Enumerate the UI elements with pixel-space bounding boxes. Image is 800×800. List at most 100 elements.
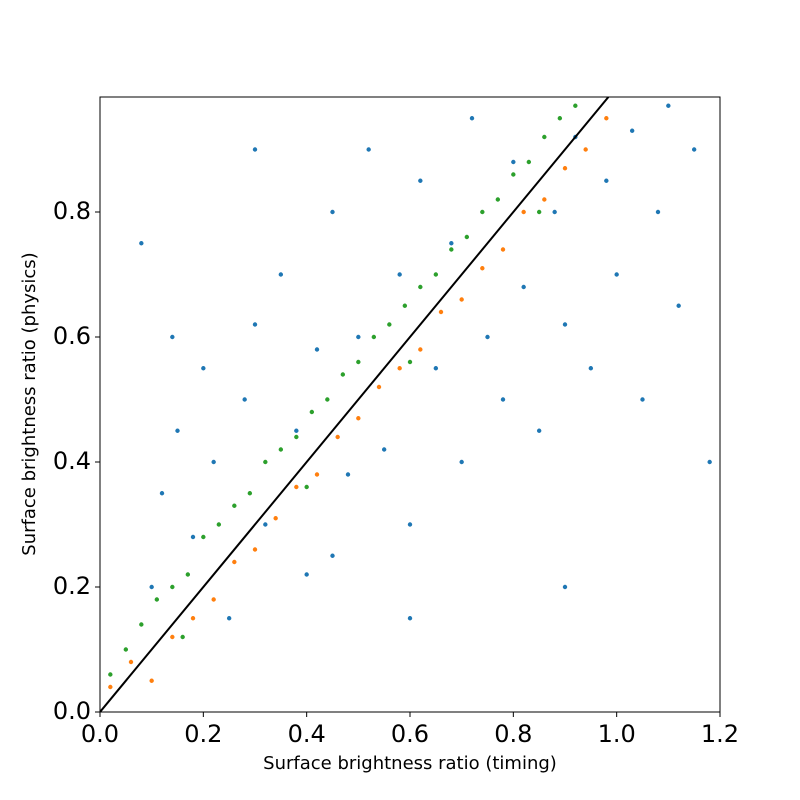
scatter-point <box>521 284 526 290</box>
scatter-point <box>252 547 258 552</box>
scatter-point <box>185 572 191 577</box>
scatter-point <box>376 384 382 390</box>
scatter-point <box>175 428 180 433</box>
scatter-point <box>562 584 568 590</box>
scatter-point <box>485 334 490 340</box>
scatter-point <box>459 459 464 465</box>
scatter-point <box>655 209 661 215</box>
scatter-point <box>552 209 557 215</box>
scatter-point <box>139 622 144 627</box>
scatter-point <box>304 484 309 490</box>
scatter-point <box>123 647 129 652</box>
scatter-point <box>500 397 506 402</box>
scatter-point <box>366 147 371 152</box>
scatter-point <box>604 178 609 183</box>
scatter-point <box>511 159 516 165</box>
scatter-point <box>108 672 113 677</box>
scatter-point <box>108 684 113 690</box>
x-tick-label: 0.2 <box>184 720 222 748</box>
scatter-point <box>149 584 154 590</box>
scatter-point <box>542 197 547 202</box>
scatter-point <box>345 472 351 477</box>
plot-area <box>100 97 712 712</box>
scatter-point <box>402 303 408 308</box>
scatter-point <box>418 347 423 352</box>
scatter-point <box>201 534 206 540</box>
scatter-point <box>449 247 454 252</box>
scatter-point <box>397 272 402 277</box>
scatter-point <box>397 366 402 371</box>
x-tick-label: 0.4 <box>288 720 326 748</box>
scatter-point <box>159 491 165 496</box>
scatter-point <box>604 116 609 121</box>
scatter-point <box>614 272 619 277</box>
scatter-point <box>480 209 485 215</box>
scatter-point <box>433 366 439 371</box>
scatter-point <box>330 553 335 558</box>
scatter-point <box>304 572 309 577</box>
scatter-point <box>180 634 185 640</box>
line <box>100 97 610 712</box>
scatter-point <box>573 103 578 108</box>
x-tick-label: 1.2 <box>701 720 739 748</box>
scatter-point <box>407 522 413 527</box>
y-axis-label: Surface brightness ratio (physics) <box>19 252 40 555</box>
scatter-point <box>449 241 454 246</box>
scatter-point <box>263 522 268 527</box>
scatter-point <box>242 397 247 402</box>
scatter-point <box>536 209 542 215</box>
scatter-point <box>232 503 237 508</box>
scatter-point <box>418 178 423 183</box>
y-tick-label: 0.6 <box>53 322 91 350</box>
scatter-point <box>232 559 237 565</box>
scatter-point <box>407 616 413 621</box>
scatter-point <box>676 303 681 308</box>
scatter-point <box>583 147 588 152</box>
scatter-point <box>356 359 361 365</box>
scatter-point <box>381 447 387 452</box>
x-tick-label: 0.0 <box>81 720 119 748</box>
y-tick-label: 0.4 <box>53 447 91 475</box>
scatter-point <box>314 347 320 352</box>
x-tick-label: 0.6 <box>391 720 429 748</box>
scatter-point <box>278 447 284 452</box>
scatter-point <box>438 309 444 315</box>
x-tick-label: 1.0 <box>598 720 636 748</box>
scatter-point <box>356 416 361 421</box>
scatter-point <box>666 103 671 108</box>
scatter-point <box>495 197 501 202</box>
scatter-point <box>433 272 439 277</box>
x-tick-label: 0.8 <box>494 720 532 748</box>
scatter-point <box>170 634 175 640</box>
scatter-point <box>536 428 542 433</box>
scatter-point <box>469 116 475 121</box>
scatter-point <box>562 322 568 327</box>
scatter-point <box>464 234 470 240</box>
scatter-point <box>500 247 506 252</box>
scatter-point <box>211 459 216 465</box>
scatter-point <box>263 459 268 465</box>
scatter-point <box>335 434 340 440</box>
scatter-point <box>480 266 485 271</box>
scatter-point <box>418 284 423 290</box>
scatter-point <box>273 516 278 521</box>
scatter-point <box>211 597 216 602</box>
scatter-point <box>154 597 160 602</box>
scatter-point <box>216 522 222 527</box>
x-axis-label: Surface brightness ratio (timing) <box>263 753 557 774</box>
scatter-point <box>588 366 594 371</box>
y-tick-label: 0.8 <box>53 197 91 225</box>
y-tick-label: 0.0 <box>53 697 91 725</box>
scatter-point <box>340 372 346 377</box>
scatter-point <box>325 397 330 402</box>
scatter-point <box>247 491 253 496</box>
scatter-point <box>190 616 196 621</box>
scatter-point <box>309 409 315 415</box>
scatter-point <box>170 584 175 590</box>
scatter-point <box>128 659 134 665</box>
scatter-point <box>226 616 232 621</box>
scatter-point <box>562 166 568 171</box>
scatter-point <box>707 459 712 465</box>
scatter-point <box>542 134 547 140</box>
